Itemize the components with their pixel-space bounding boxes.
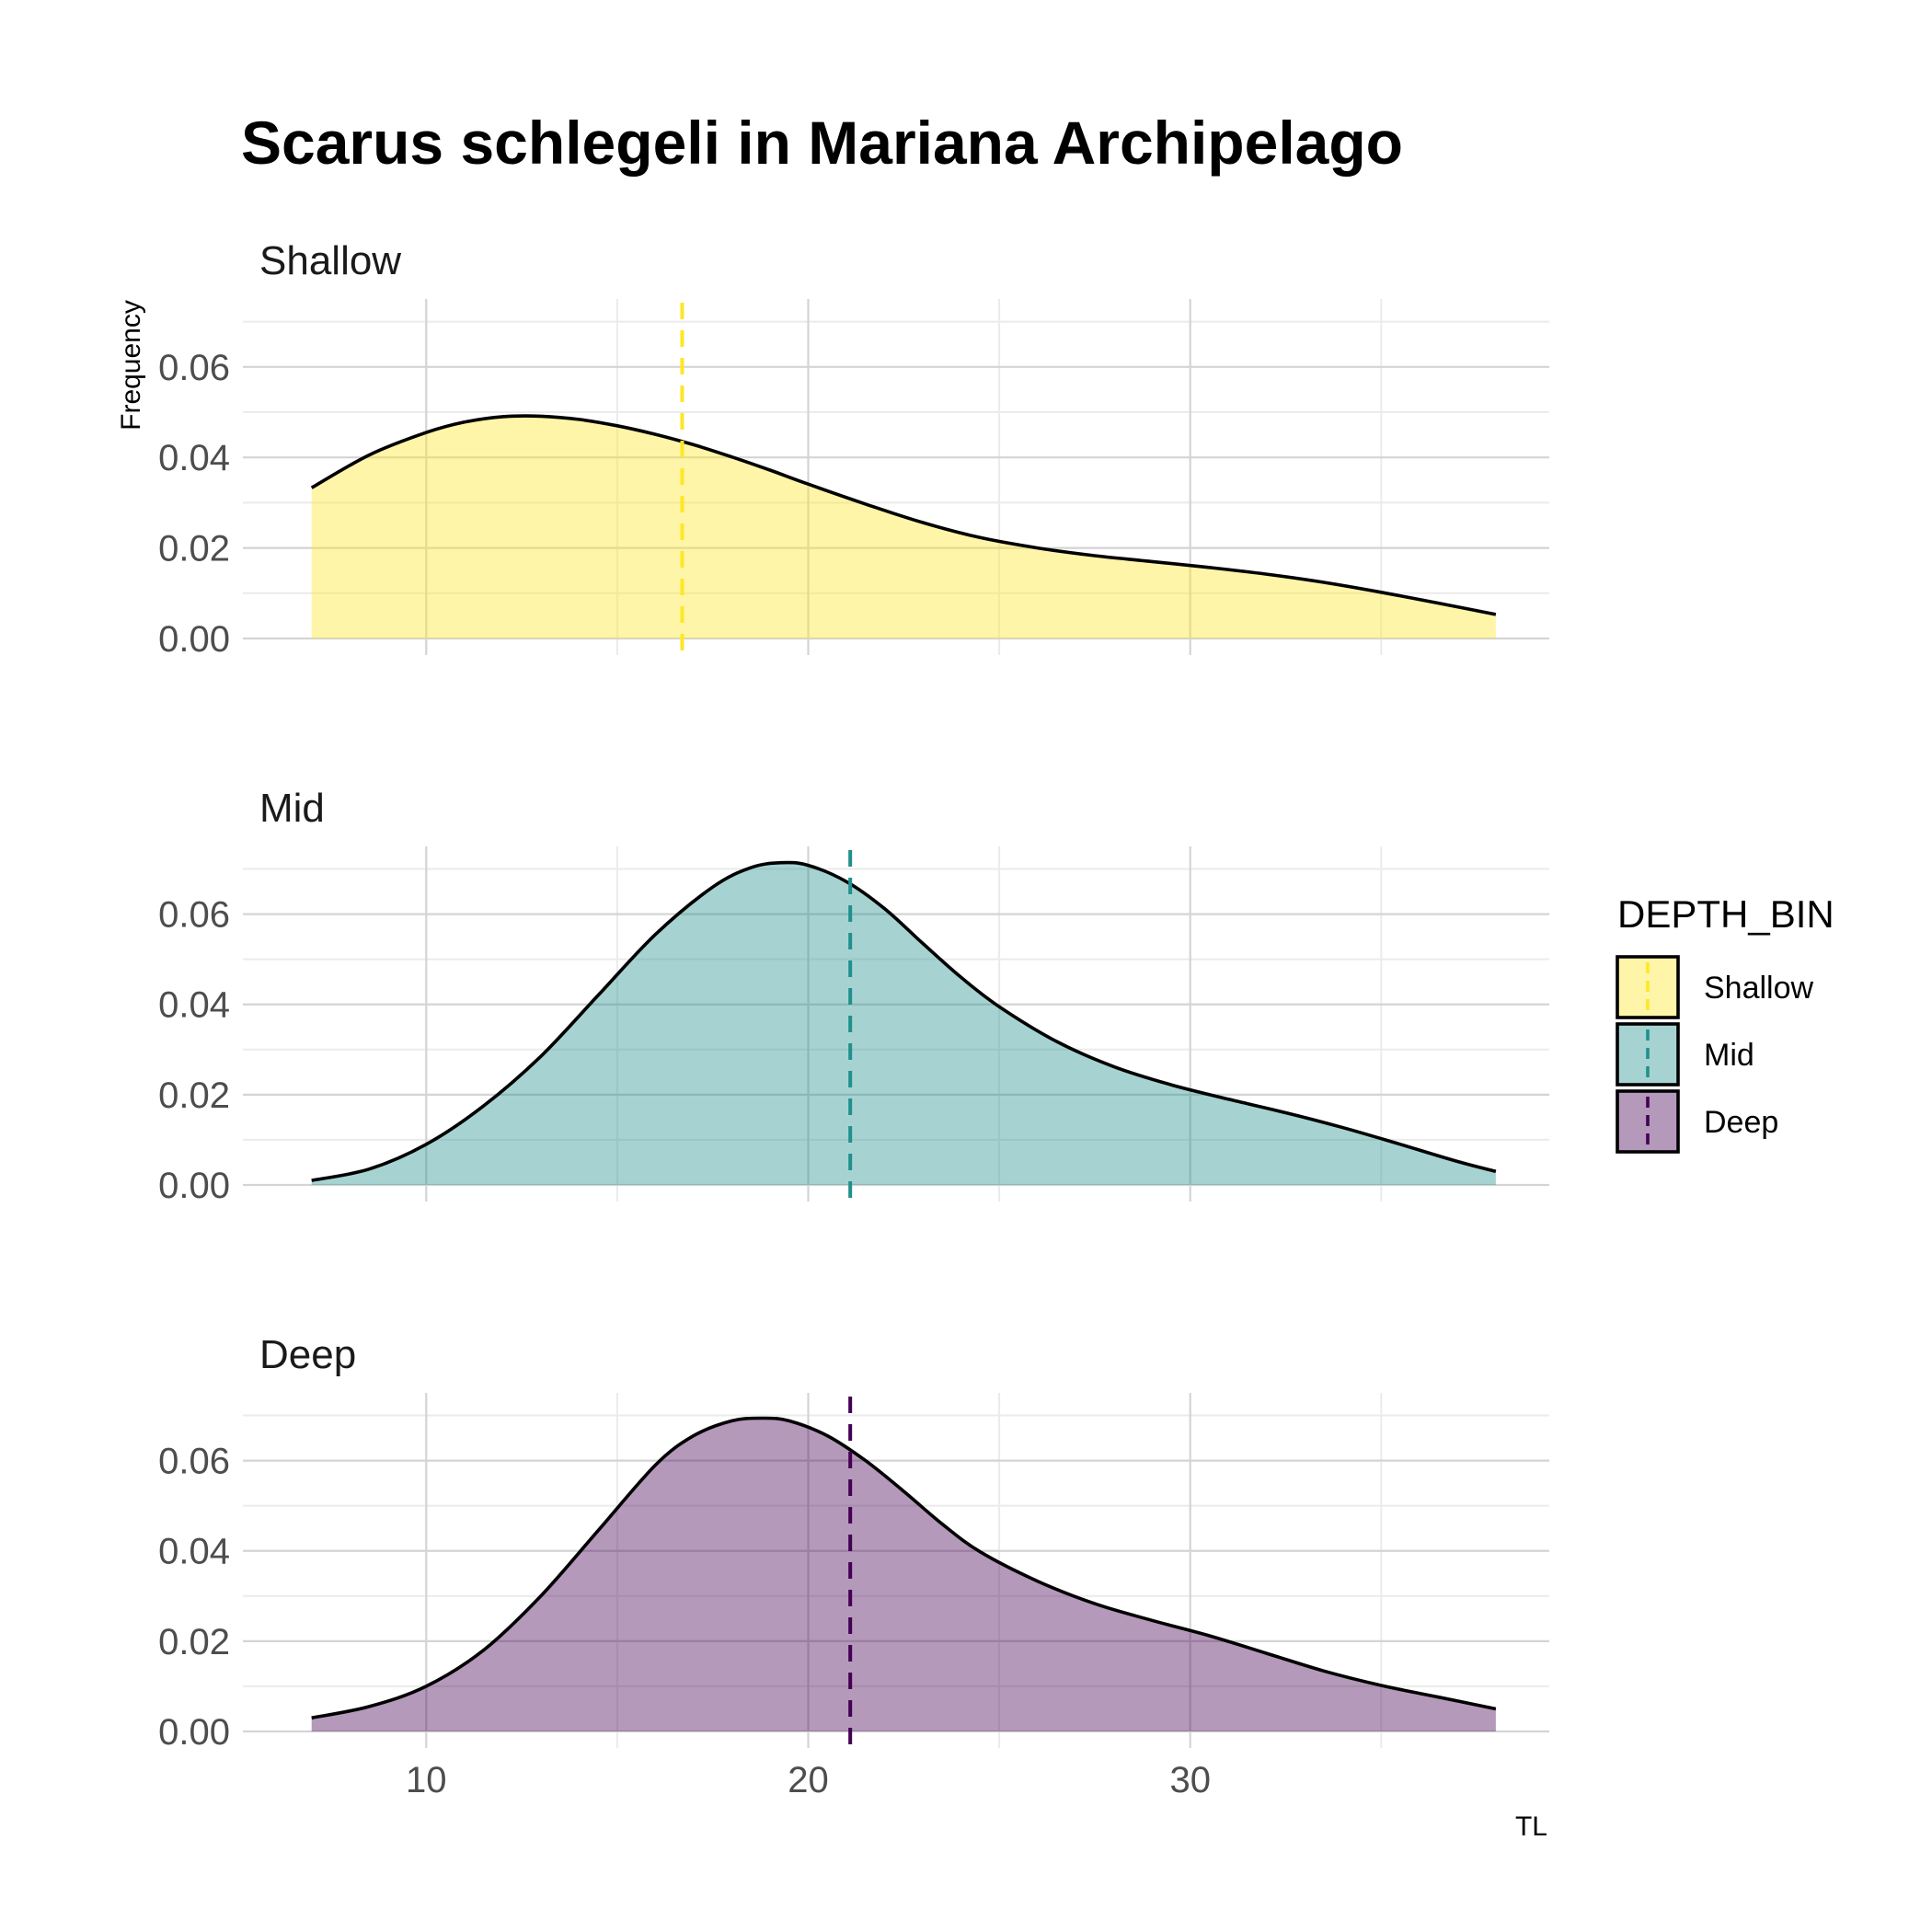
y-tick-label: 0.04 (158, 985, 230, 1026)
y-tick-label: 0.02 (158, 1622, 230, 1662)
facet-panel-shallow: Shallow 0.00 0.02 0.04 0.06 (158, 238, 1549, 660)
legend-label: Mid (1704, 1038, 1754, 1073)
legend-entries: Shallow Mid Deep (1616, 955, 1814, 1154)
density-curve-deep (311, 1416, 1497, 1720)
chart-title: Scarus schlegeli in Mariana Archipelago (241, 109, 1403, 177)
facet-strip-label: Shallow (259, 238, 401, 283)
x-tick-label: 30 (1169, 1760, 1211, 1800)
legend-entry-mid: Mid (1616, 1022, 1754, 1087)
x-axis: 10 20 30 (406, 1760, 1211, 1800)
legend-title: DEPTH_BIN (1617, 892, 1834, 936)
facet-panel-deep: Deep 0.00 0.02 0.04 0.06 (158, 1332, 1549, 1753)
y-axis-title: Frequency (116, 300, 146, 431)
legend-entry-deep: Deep (1616, 1089, 1778, 1154)
density-curve-shallow (310, 414, 1497, 616)
y-tick-label: 0.02 (158, 1075, 230, 1116)
legend-label: Shallow (1704, 971, 1814, 1006)
facet-panel-mid: Mid 0.00 0.02 0.04 0.06 (158, 786, 1549, 1206)
legend-label: Deep (1704, 1105, 1778, 1140)
facet-panels: Shallow 0.00 0.02 0.04 0.06 Mid 0.00 0.02 0.04 0.… (158, 238, 1549, 1753)
legend-entry-shallow: Shallow (1616, 955, 1814, 1019)
density-area-deep (311, 1418, 1496, 1731)
y-tick-label: 0.06 (158, 348, 230, 388)
y-tick-label: 0.00 (158, 1166, 230, 1206)
density-area-mid (311, 862, 1496, 1185)
x-tick-label: 20 (788, 1760, 829, 1800)
y-tick-label: 0.06 (158, 895, 230, 936)
y-tick-label: 0.00 (158, 1712, 230, 1753)
y-tick-label: 0.00 (158, 619, 230, 660)
density-area-shallow (311, 416, 1496, 638)
y-tick-label: 0.04 (158, 438, 230, 478)
facet-strip-label: Mid (259, 786, 325, 831)
y-tick-label: 0.06 (158, 1442, 230, 1482)
x-tick-label: 10 (406, 1760, 447, 1800)
density-curve-mid (311, 860, 1497, 1182)
legend: DEPTH_BIN Shallow Mid Deep (1616, 892, 1834, 1154)
y-tick-label: 0.02 (158, 529, 230, 569)
facet-strip-label: Deep (259, 1332, 356, 1377)
y-tick-label: 0.04 (158, 1532, 230, 1572)
x-axis-title: TL (1515, 1811, 1547, 1842)
